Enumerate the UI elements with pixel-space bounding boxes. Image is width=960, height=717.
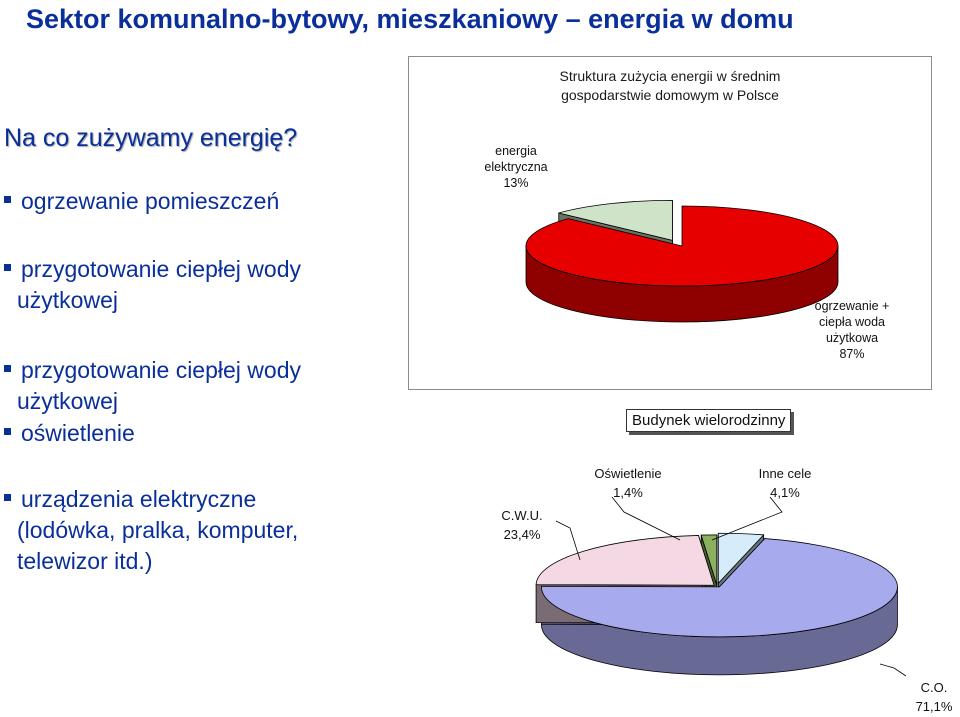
slice-label-name: C.O. bbox=[920, 680, 948, 695]
slice-value: 4,1% bbox=[770, 485, 800, 500]
pie-slice bbox=[558, 199, 673, 241]
pie-chart-2 bbox=[535, 532, 898, 676]
slice-label-name: Inne cele bbox=[758, 466, 812, 481]
chart-title-line: Struktura zużycia energii w średnim bbox=[559, 68, 781, 84]
slice-value: 87% bbox=[839, 347, 865, 361]
leader-line bbox=[711, 496, 783, 541]
bullet-item: urządzenia elektryczne (lodówka, pralka,… bbox=[4, 484, 298, 577]
bullet-text-continued: telewizor itd.) bbox=[17, 548, 153, 574]
chart-title-line: gospodarstwie domowym w Polsce bbox=[561, 87, 779, 103]
bullet-item: przygotowanie ciepłej wody użytkowej bbox=[4, 355, 301, 417]
slice-label-name: Oświetlenie bbox=[594, 466, 662, 481]
bullet-square-icon bbox=[4, 494, 11, 502]
leader-line bbox=[879, 663, 907, 677]
slide-title: Sektor komunalno-bytowy, mieszkaniowy – … bbox=[26, 4, 794, 34]
bullet-text: ogrzewanie pomieszczeń bbox=[21, 188, 280, 214]
pie-slice bbox=[717, 532, 765, 585]
slice-label-lighting: Oświetlenie 1,4% bbox=[582, 464, 674, 502]
pie-slice bbox=[525, 205, 839, 287]
pie-slice bbox=[535, 535, 715, 586]
slice-label-line: użytkowa bbox=[825, 331, 879, 345]
slice-label-line: energia bbox=[495, 144, 537, 158]
pie-slice bbox=[541, 538, 898, 638]
slice-value: 23,4% bbox=[503, 527, 541, 542]
slice-label-electric: energia elektryczna 13% bbox=[470, 143, 562, 191]
chart2-title-box: Budynek wielorodzinny bbox=[626, 409, 792, 432]
slide-question: Na co zużywamy energię? bbox=[4, 124, 298, 152]
bullet-item: oświetlenie bbox=[4, 418, 135, 449]
pie-slice bbox=[700, 534, 718, 585]
slice-label-heating: ogrzewanie + ciepła woda użytkowa 87% bbox=[796, 298, 908, 362]
slice-value: 1,4% bbox=[613, 485, 643, 500]
slice-label-co: C.O. 71,1% bbox=[908, 678, 960, 716]
leader-lines bbox=[555, 496, 907, 677]
bullet-text: przygotowanie ciepłej wody bbox=[21, 256, 301, 282]
pie-chart-1 bbox=[525, 199, 839, 323]
chart-title: Struktura zużycia energii w średnim gosp… bbox=[409, 67, 931, 105]
bullet-item: przygotowanie ciepłej wody użytkowej bbox=[4, 254, 301, 316]
slice-value: 13% bbox=[503, 176, 529, 190]
bullet-item: ogrzewanie pomieszczeń bbox=[4, 186, 279, 217]
bullet-text: oświetlenie bbox=[21, 420, 135, 446]
bullet-square-icon bbox=[4, 365, 11, 373]
leader-line bbox=[611, 496, 681, 541]
slice-label-name: C.W.U. bbox=[501, 508, 543, 523]
bullet-text: urządzenia elektryczne bbox=[21, 486, 257, 512]
bullet-text-continued: użytkowej bbox=[17, 388, 118, 414]
leader-line bbox=[555, 520, 581, 561]
slice-label-line: elektryczna bbox=[484, 160, 548, 174]
bullet-text: przygotowanie ciepłej wody bbox=[21, 357, 301, 383]
slice-label-cwu: C.W.U. 23,4% bbox=[486, 506, 558, 544]
slice-label-line: ogrzewanie + bbox=[814, 299, 890, 313]
slice-label-other: Inne cele 4,1% bbox=[740, 464, 830, 502]
bullet-text-continued: (lodówka, pralka, komputer, bbox=[17, 517, 299, 543]
bullet-text-continued: użytkowej bbox=[17, 287, 118, 313]
bullet-square-icon bbox=[4, 196, 11, 204]
slice-value: 71,1% bbox=[915, 699, 953, 714]
bullet-square-icon bbox=[4, 428, 11, 436]
slice-label-line: ciepła woda bbox=[818, 315, 885, 329]
bullet-square-icon bbox=[4, 264, 11, 272]
